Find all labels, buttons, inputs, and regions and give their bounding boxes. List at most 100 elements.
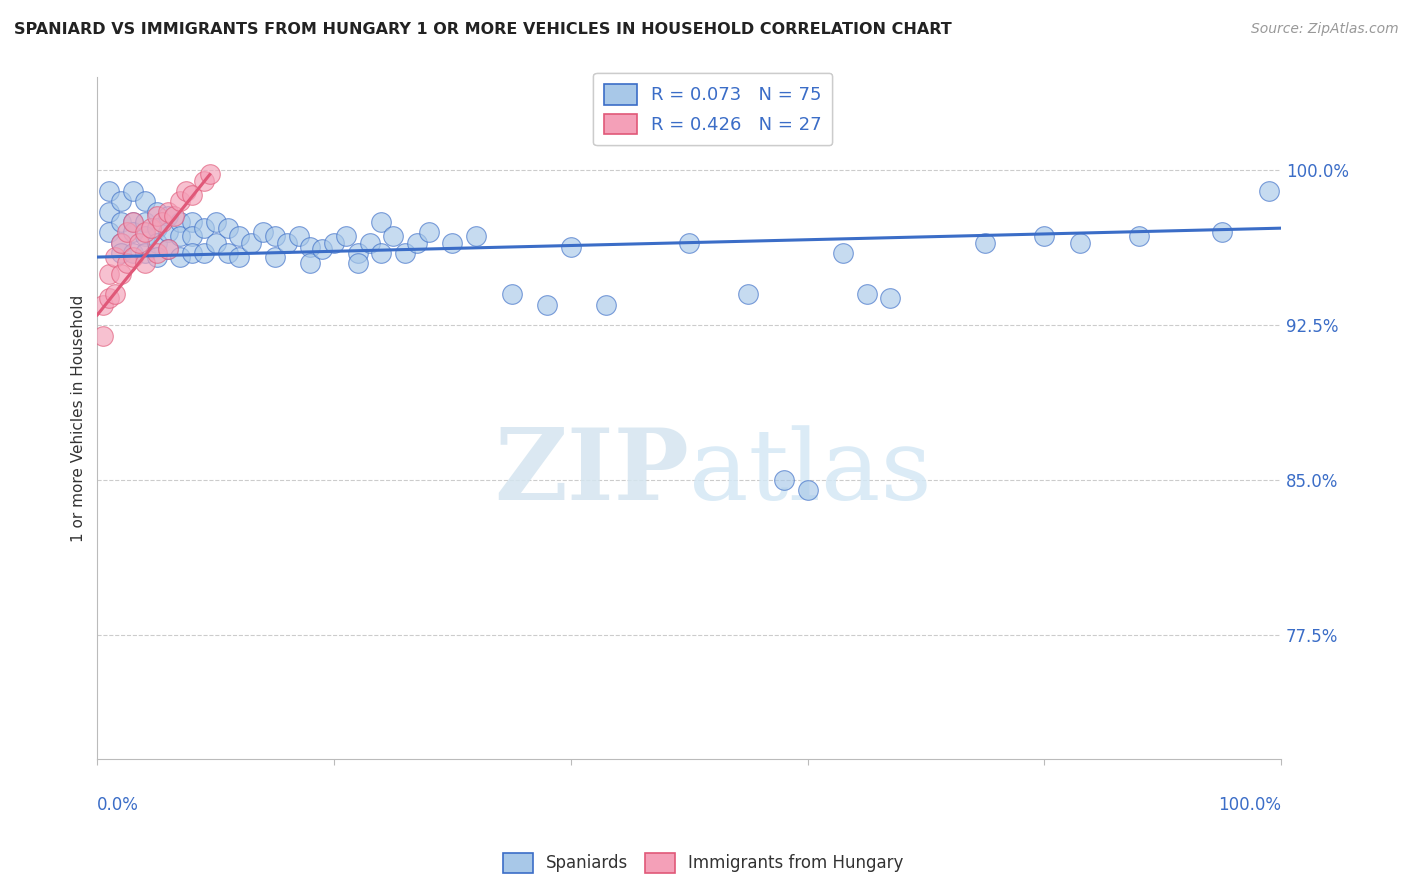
Point	[157, 204, 180, 219]
Point	[193, 174, 215, 188]
Point	[181, 229, 204, 244]
Point	[678, 235, 700, 250]
Point	[134, 225, 156, 239]
Point	[1033, 229, 1056, 244]
Point	[91, 297, 114, 311]
Point	[501, 287, 523, 301]
Point	[121, 215, 143, 229]
Point	[110, 246, 132, 260]
Y-axis label: 1 or more Vehicles in Household: 1 or more Vehicles in Household	[72, 294, 86, 541]
Point	[145, 204, 167, 219]
Point	[110, 235, 132, 250]
Point	[252, 225, 274, 239]
Point	[169, 250, 191, 264]
Point	[121, 246, 143, 260]
Point	[796, 483, 818, 498]
Point	[974, 235, 997, 250]
Point	[394, 246, 416, 260]
Point	[98, 204, 121, 219]
Legend: R = 0.073   N = 75, R = 0.426   N = 27: R = 0.073 N = 75, R = 0.426 N = 27	[593, 73, 832, 145]
Point	[346, 256, 368, 270]
Point	[832, 246, 855, 260]
Point	[128, 235, 150, 250]
Point	[121, 225, 143, 239]
Point	[115, 256, 138, 270]
Point	[299, 240, 322, 254]
Point	[536, 297, 558, 311]
Point	[346, 246, 368, 260]
Point	[121, 184, 143, 198]
Point	[98, 291, 121, 305]
Point	[855, 287, 877, 301]
Point	[560, 240, 582, 254]
Point	[465, 229, 488, 244]
Point	[217, 221, 239, 235]
Point	[104, 287, 127, 301]
Point	[139, 221, 162, 235]
Point	[169, 215, 191, 229]
Point	[145, 235, 167, 250]
Point	[276, 235, 298, 250]
Point	[441, 235, 464, 250]
Point	[311, 242, 333, 256]
Point	[157, 209, 180, 223]
Point	[595, 297, 617, 311]
Point	[145, 250, 167, 264]
Point	[335, 229, 357, 244]
Point	[181, 188, 204, 202]
Point	[299, 256, 322, 270]
Point	[104, 250, 127, 264]
Point	[145, 221, 167, 235]
Point	[193, 246, 215, 260]
Point	[110, 235, 132, 250]
Point	[98, 225, 121, 239]
Point	[418, 225, 440, 239]
Point	[121, 250, 143, 264]
Legend: Spaniards, Immigrants from Hungary: Spaniards, Immigrants from Hungary	[496, 847, 910, 880]
Point	[98, 267, 121, 281]
Point	[134, 229, 156, 244]
Point	[174, 184, 197, 198]
Point	[1258, 184, 1281, 198]
Point	[193, 221, 215, 235]
Point	[145, 209, 167, 223]
Point	[181, 246, 204, 260]
Point	[152, 215, 174, 229]
Point	[1211, 225, 1233, 239]
Point	[98, 184, 121, 198]
Point	[264, 250, 287, 264]
Text: atlas: atlas	[689, 425, 932, 521]
Text: ZIP: ZIP	[495, 424, 689, 521]
Point	[1069, 235, 1091, 250]
Point	[370, 246, 392, 260]
Point	[359, 235, 381, 250]
Point	[157, 225, 180, 239]
Point	[240, 235, 263, 250]
Point	[287, 229, 309, 244]
Point	[1128, 229, 1150, 244]
Point	[737, 287, 759, 301]
Point	[145, 246, 167, 260]
Point	[228, 229, 250, 244]
Point	[163, 209, 186, 223]
Point	[169, 229, 191, 244]
Point	[110, 267, 132, 281]
Point	[121, 215, 143, 229]
Point	[204, 215, 226, 229]
Point	[134, 256, 156, 270]
Point	[91, 328, 114, 343]
Point	[879, 291, 901, 305]
Point	[406, 235, 429, 250]
Text: Source: ZipAtlas.com: Source: ZipAtlas.com	[1251, 22, 1399, 37]
Point	[181, 215, 204, 229]
Point	[370, 215, 392, 229]
Point	[134, 246, 156, 260]
Point	[323, 235, 346, 250]
Point	[382, 229, 405, 244]
Point	[264, 229, 287, 244]
Point	[772, 473, 794, 487]
Point	[198, 168, 221, 182]
Point	[157, 242, 180, 256]
Point	[110, 194, 132, 209]
Point	[217, 246, 239, 260]
